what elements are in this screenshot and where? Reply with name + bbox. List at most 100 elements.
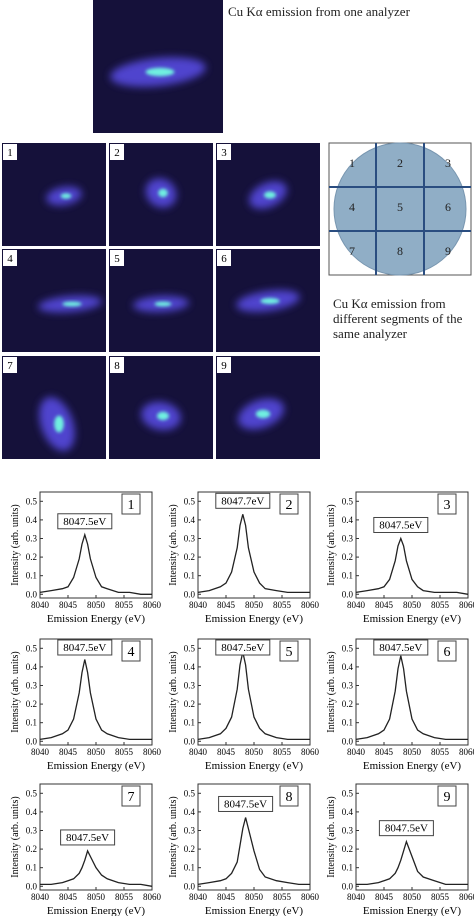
y-tick-label: 0.2 (342, 699, 353, 709)
x-axis-label: Emission Energy (eV) (47, 613, 146, 625)
x-tick-label: 8045 (375, 892, 394, 902)
y-tick-label: 0.5 (184, 643, 196, 653)
x-tick-label: 8060 (143, 600, 162, 610)
image-label: 5 (114, 253, 120, 265)
y-tick-label: 0.3 (342, 533, 354, 543)
y-tick-label: 0.5 (342, 788, 354, 798)
panel-number: 3 (444, 498, 451, 513)
y-tick-label: 0.1 (26, 571, 37, 581)
emission-core (54, 415, 64, 433)
panel-number-box (121, 785, 141, 807)
x-tick-label: 8045 (375, 747, 394, 757)
y-axis-label: Intensity (arb. units) (326, 651, 337, 732)
peak-annotation: 8047.5eV (221, 642, 264, 654)
peak-annotation: 8047.5eV (379, 642, 422, 654)
image-label: 9 (221, 360, 227, 372)
annotation-box (378, 820, 434, 837)
image-label: 7 (7, 360, 13, 372)
annotation-box (57, 639, 113, 656)
panel-number: 2 (286, 498, 293, 513)
y-tick-label: 0.5 (184, 788, 196, 798)
y-tick-label: 0.3 (184, 825, 196, 835)
panel-number: 9 (444, 790, 451, 805)
x-tick-label: 8050 (245, 600, 264, 610)
annotation-box (218, 795, 274, 812)
y-tick-label: 0.2 (342, 552, 353, 562)
x-tick-label: 8045 (217, 747, 236, 757)
x-tick-label: 8045 (375, 600, 394, 610)
caption-top: Cu Kα emission from one analyzer (228, 4, 410, 19)
x-tick-label: 8060 (301, 600, 320, 610)
y-tick-label: 0.4 (184, 662, 196, 672)
y-tick-label: 0.5 (26, 788, 38, 798)
panel-number: 5 (286, 645, 293, 660)
segment-label: 8 (397, 244, 403, 258)
y-tick-label: 0.3 (26, 825, 38, 835)
y-tick-label: 0.4 (342, 515, 354, 525)
y-axis-label: Intensity (arb. units) (10, 651, 21, 732)
y-tick-label: 0.3 (342, 825, 354, 835)
y-tick-label: 0.2 (26, 699, 37, 709)
x-tick-label: 8050 (403, 892, 422, 902)
y-tick-label: 0.1 (342, 571, 353, 581)
emission-core (157, 411, 169, 421)
x-tick-label: 8050 (87, 600, 106, 610)
image-label-box (217, 144, 231, 160)
panel-number: 6 (444, 645, 451, 660)
emission-core (154, 301, 172, 307)
x-tick-label: 8040 (347, 747, 366, 757)
x-tick-label: 8060 (459, 892, 474, 902)
spectrum-line (355, 655, 468, 741)
y-axis-label: Intensity (arb. units) (168, 504, 179, 585)
panel-number-box (437, 640, 457, 662)
annotation-box (215, 492, 271, 509)
image-label: 2 (114, 147, 120, 159)
emission-core (255, 409, 271, 419)
x-tick-label: 8040 (31, 600, 50, 610)
emission-core (145, 67, 175, 77)
image-label-box (217, 250, 231, 266)
y-tick-label: 0.0 (342, 881, 354, 891)
segment-label: 1 (349, 156, 355, 170)
x-axis-label: Emission Energy (eV) (363, 613, 462, 625)
y-tick-label: 0.4 (26, 807, 38, 817)
annotation-box (60, 829, 116, 846)
segment-label: 3 (445, 156, 451, 170)
image-label-box (217, 357, 231, 373)
y-tick-label: 0.0 (342, 589, 354, 599)
spectrum-line (197, 514, 310, 594)
image-label-box (3, 144, 17, 160)
x-tick-label: 8055 (431, 600, 450, 610)
y-tick-label: 0.3 (184, 533, 196, 543)
segment-label: 5 (397, 200, 403, 214)
y-axis-label: Intensity (arb. units) (326, 796, 337, 877)
y-tick-label: 0.2 (184, 844, 195, 854)
y-tick-label: 0.0 (184, 736, 196, 746)
spectrum-line (197, 817, 310, 886)
peak-annotation: 8047.5eV (385, 823, 428, 835)
panel-number-box (121, 493, 141, 515)
emission-core (260, 298, 280, 304)
y-axis-label: Intensity (arb. units) (326, 504, 337, 585)
y-tick-label: 0.4 (184, 515, 196, 525)
x-tick-label: 8060 (143, 892, 162, 902)
caption-segments: Cu Kα emission from different segments o… (333, 296, 463, 341)
image-label: 1 (7, 147, 13, 159)
emission-core (62, 301, 82, 307)
emission-core (60, 193, 72, 199)
x-tick-label: 8040 (31, 747, 50, 757)
panel-number-box (279, 640, 299, 662)
x-axis-label: Emission Energy (eV) (47, 905, 146, 916)
y-tick-label: 0.5 (342, 643, 354, 653)
x-tick-label: 8055 (431, 747, 450, 757)
x-tick-label: 8055 (431, 892, 450, 902)
x-tick-label: 8060 (459, 747, 474, 757)
image-label-box (3, 357, 17, 373)
x-tick-label: 8055 (273, 747, 292, 757)
segment-label: 2 (397, 156, 403, 170)
y-tick-label: 0.0 (26, 736, 38, 746)
y-tick-label: 0.4 (342, 662, 354, 672)
emission-core (158, 188, 168, 198)
x-axis-label: Emission Energy (eV) (363, 905, 462, 916)
x-tick-label: 8040 (189, 600, 208, 610)
